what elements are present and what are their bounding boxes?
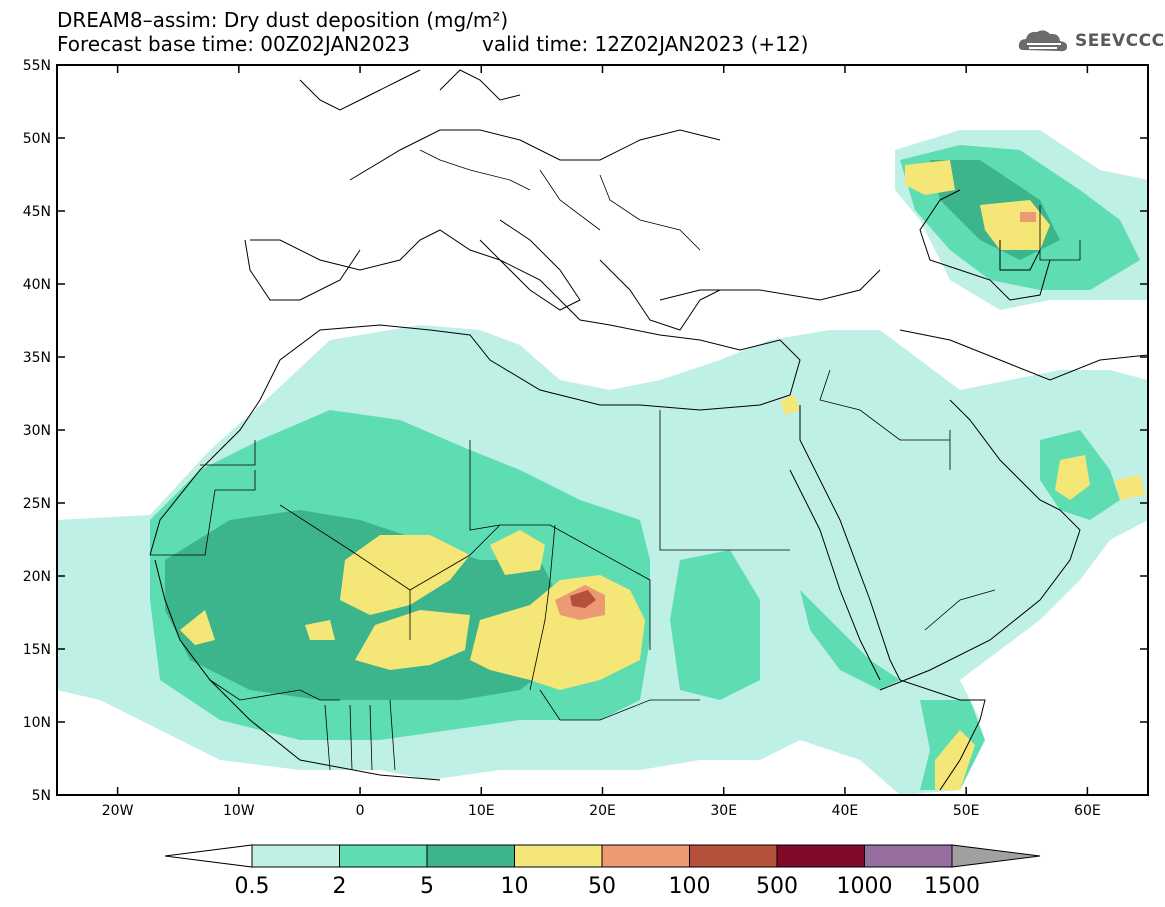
dust-level-100: [570, 590, 596, 608]
colorbar-swatch: [864, 844, 953, 868]
lon-label: 40E: [832, 803, 859, 819]
lat-label: 10N: [23, 715, 51, 731]
latitude-axis: 55N 50N 45N 40N 35N 30N 25N 20N 15N 10N 5N: [23, 58, 1148, 804]
colorbar-label: 2: [333, 874, 347, 899]
lon-label: 10E: [468, 803, 495, 819]
lat-label: 5N: [32, 788, 51, 804]
colorbar-swatch: [601, 844, 690, 868]
logo-text: SEEVCCC: [1075, 31, 1165, 51]
lat-label: 45N: [23, 204, 51, 220]
colorbar-label: 1500: [924, 874, 980, 899]
map-title: DREAM8–assim: Dry dust deposition (mg/m²…: [57, 8, 509, 32]
colorbar-swatch: [514, 844, 603, 868]
lat-label: 40N: [23, 277, 51, 293]
valid-time: valid time: 12Z02JAN2023 (+12): [482, 32, 809, 56]
lon-label: 60E: [1074, 803, 1101, 819]
lon-label: 20E: [589, 803, 616, 819]
colorbar-label: 5: [420, 874, 434, 899]
cloud-logo-icon: [1018, 30, 1068, 52]
longitude-axis: 20W 10W 0 10E 20E 30E 40E 50E 60E: [102, 65, 1101, 819]
lat-label: 25N: [23, 496, 51, 512]
lon-label: 0: [356, 803, 365, 819]
colorbar-over-arrow: [951, 844, 1041, 868]
colorbar-label: 10: [501, 874, 529, 899]
colorbar-under-arrow: [164, 844, 253, 868]
colorbar-label: 100: [669, 874, 711, 899]
lon-label: 30E: [710, 803, 737, 819]
colorbar-swatch: [251, 844, 340, 868]
lon-label: 20W: [102, 803, 134, 819]
colorbar: 0.5 2 5 10 50 100 500 1000 1500: [164, 844, 1041, 899]
colorbar-swatch: [426, 844, 515, 868]
colorbar-swatch: [339, 844, 428, 868]
colorbar-label: 50: [588, 874, 616, 899]
seevccc-logo: [1017, 26, 1157, 56]
borders: [150, 149, 1081, 771]
colorbar-swatch: [689, 844, 778, 868]
lat-label: 30N: [23, 423, 51, 439]
dust-level-10: [340, 535, 470, 615]
lat-label: 20N: [23, 569, 51, 585]
colorbar-label: 0.5: [235, 874, 270, 899]
coastlines: [149, 69, 1148, 791]
lat-label: 55N: [23, 58, 51, 74]
forecast-base-time: Forecast base time: 00Z02JAN2023: [57, 32, 410, 56]
lon-label: 50E: [953, 803, 980, 819]
lon-label: 10W: [223, 803, 255, 819]
colorbar-label: 1000: [837, 874, 893, 899]
colorbar-label: 500: [756, 874, 798, 899]
lat-label: 50N: [23, 131, 51, 147]
lat-label: 35N: [23, 350, 51, 366]
colorbar-swatch: [776, 844, 865, 868]
lat-label: 15N: [23, 642, 51, 658]
